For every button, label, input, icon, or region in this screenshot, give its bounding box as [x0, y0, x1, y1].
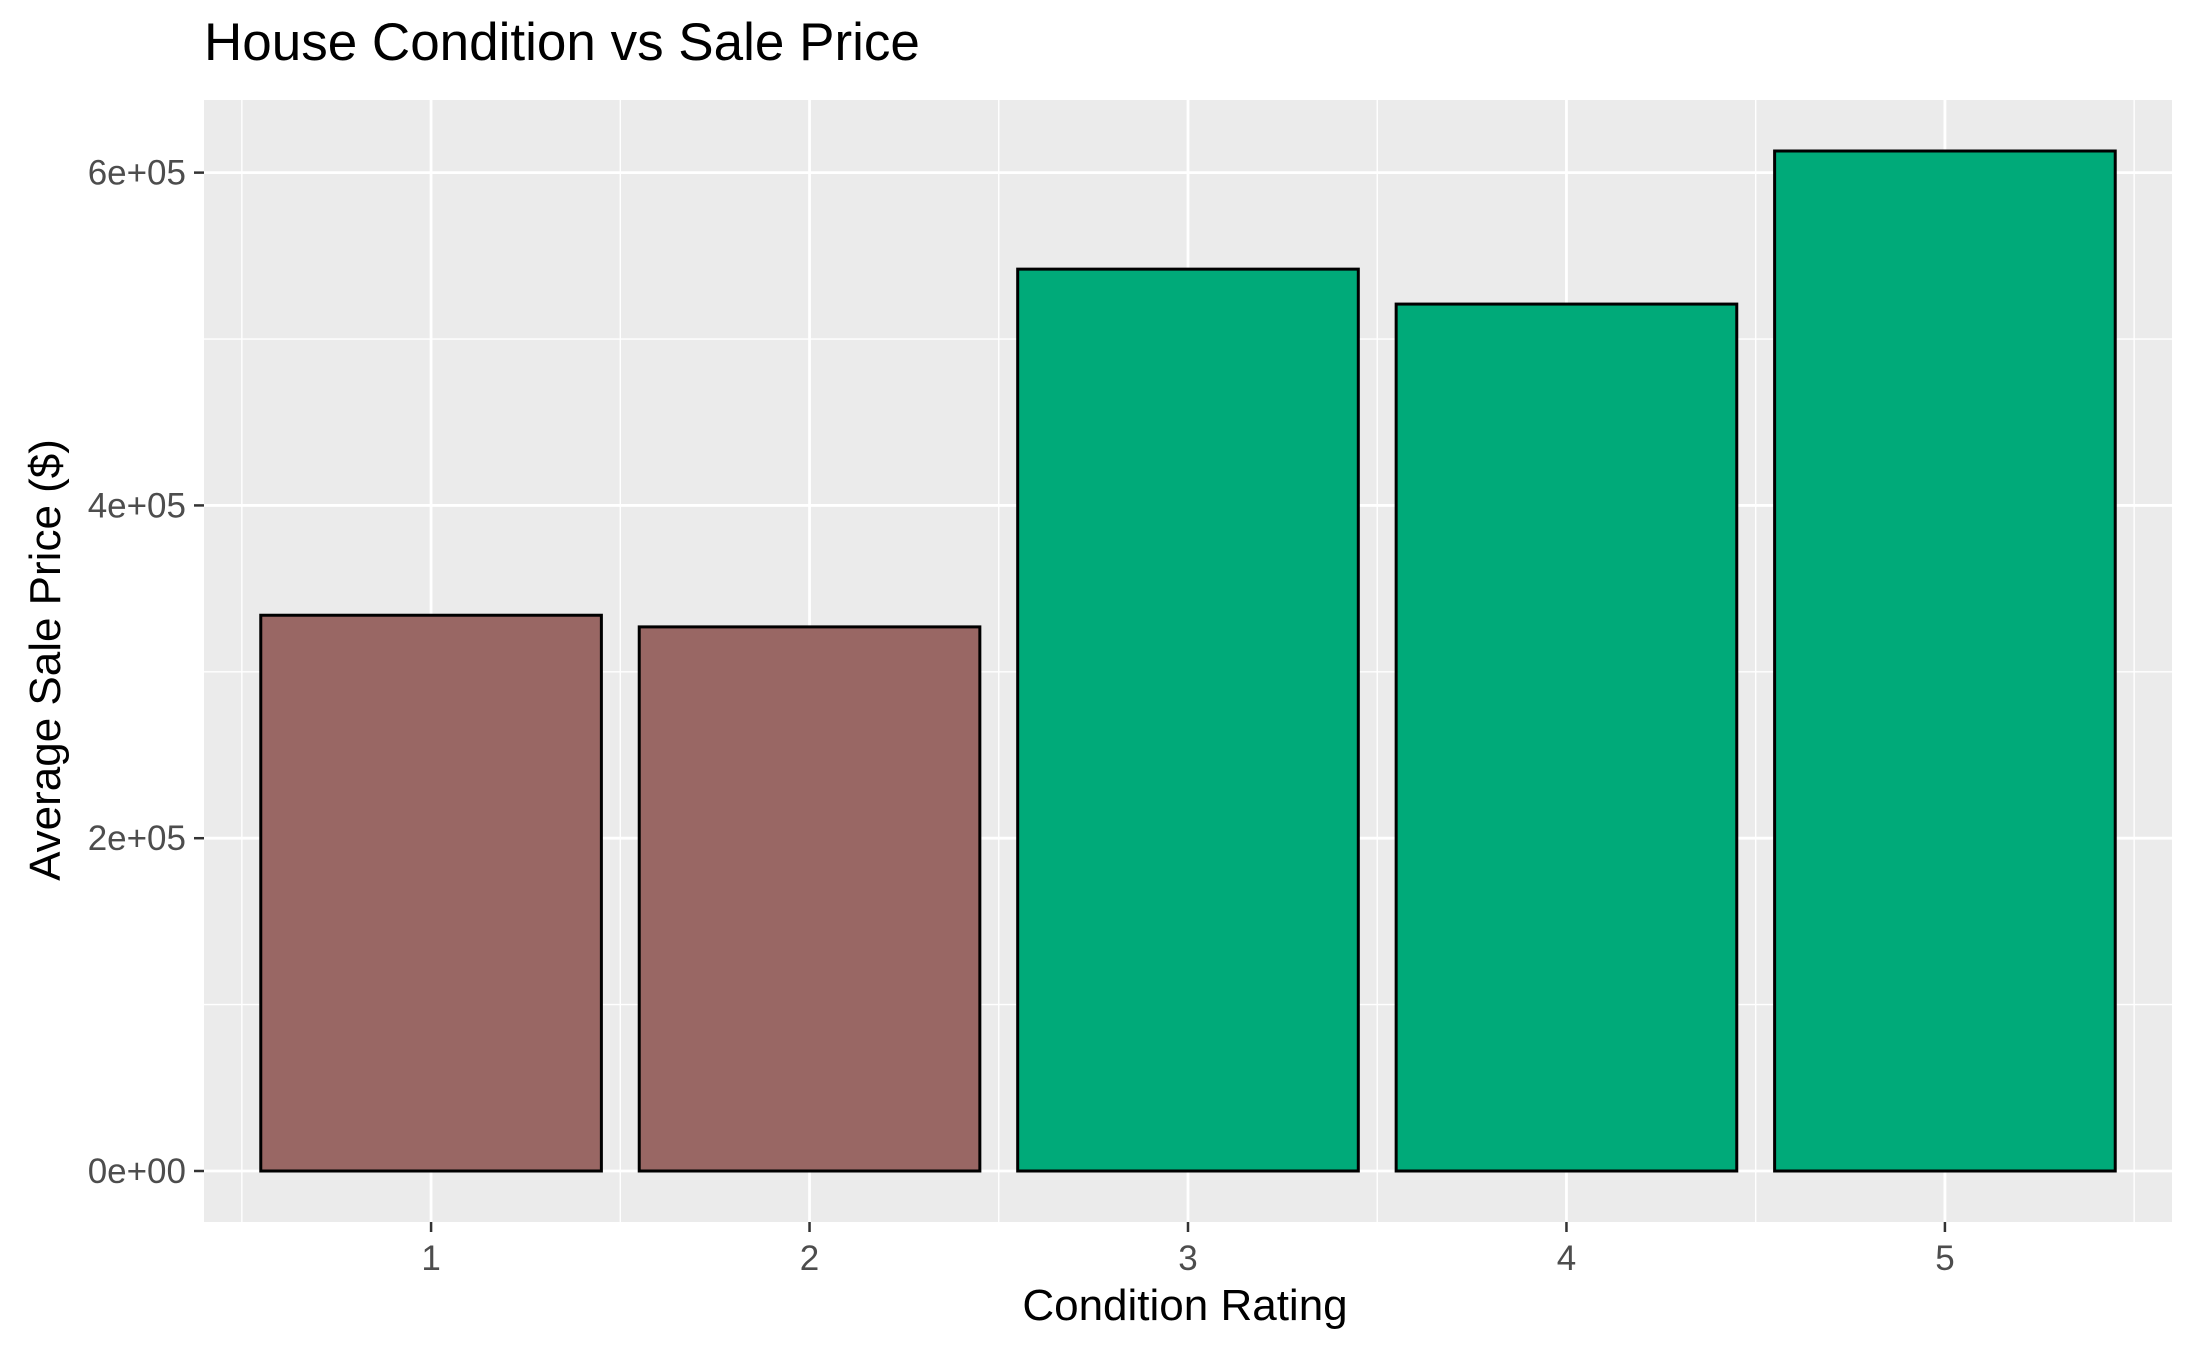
x-tick-label: 2 [800, 1239, 819, 1278]
x-tick-label: 4 [1557, 1239, 1576, 1278]
bar-2 [637, 625, 982, 1173]
chart-title: House Condition vs Sale Price [204, 13, 920, 72]
plot-panel [204, 100, 2172, 1222]
y-tick-label: 0e+00 [88, 1152, 186, 1191]
bar-4 [1394, 302, 1739, 1173]
y-tick-label: 2e+05 [88, 819, 186, 858]
x-axis: 1 2 3 4 5 [421, 1222, 1955, 1278]
bar-1 [259, 613, 603, 1173]
x-tick-label: 1 [421, 1239, 440, 1278]
bar-5 [1773, 149, 2117, 1173]
y-axis: 0e+00 2e+05 4e+05 6e+05 [88, 154, 204, 1191]
y-tick-label: 4e+05 [88, 486, 186, 525]
y-tick-label: 6e+05 [88, 154, 186, 193]
x-tick-label: 5 [1935, 1239, 1954, 1278]
x-axis-title: Condition Rating [1022, 1281, 1347, 1330]
y-axis-title: Average Sale Price ($) [21, 439, 70, 881]
bar-3 [1016, 267, 1360, 1173]
x-tick-label: 3 [1178, 1239, 1197, 1278]
